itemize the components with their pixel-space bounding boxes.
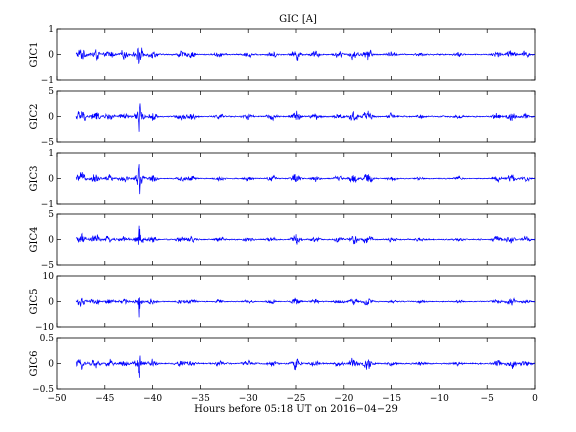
x-tick-label: −15 [382, 394, 401, 404]
x-tick-label: −20 [334, 394, 353, 404]
x-tick-label: −50 [48, 394, 67, 404]
y-axis-label-gic2: GIC2 [29, 104, 40, 130]
series-line-gic3 [75, 164, 536, 195]
x-tick-label: −45 [95, 394, 114, 404]
y-tick-label: 0 [48, 360, 54, 370]
y-tick-label: 0.5 [40, 334, 55, 344]
y-tick-label: −5 [41, 261, 55, 271]
series-line-gic1 [75, 47, 535, 64]
x-tick-label: 0 [532, 394, 538, 404]
panels: 10−1GIC150−5GIC210−1GIC350−5GIC4100−10GI… [29, 25, 536, 395]
panel-gic6: 0.5 0 −0.5 GIC6 [29, 334, 536, 395]
series-line-gic2 [75, 103, 536, 132]
y-axis-label-gic6: GIC6 [29, 351, 40, 377]
y-tick-label: −1 [41, 76, 54, 86]
x-tick-label: −40 [143, 394, 162, 404]
y-tick-label: 1 [48, 25, 54, 35]
y-tick-label: 0 [48, 236, 54, 246]
y-tick-label: −1 [41, 200, 54, 210]
series-line-gic6 [75, 355, 535, 378]
y-tick-label: −5 [41, 138, 55, 148]
chart-title: GIC [A] [279, 14, 317, 25]
x-tick-label: −30 [239, 394, 258, 404]
y-tick-label: 0 [48, 113, 54, 123]
series-line-gic4 [75, 225, 536, 245]
x-tick-label: −10 [430, 394, 449, 404]
y-tick-label: 5 [48, 87, 54, 97]
y-axis-label-gic4: GIC4 [29, 227, 40, 253]
x-tick-label: −5 [481, 394, 495, 404]
panel-gic5: 10 0 −10 GIC5 [29, 272, 536, 333]
y-tick-label: 0 [48, 298, 54, 308]
x-axis: −50 −45 −40 −35 −30 −25 −20 −15 −10 −5 0 [48, 394, 539, 404]
y-tick-label: −10 [35, 323, 54, 333]
y-tick-label: −0.5 [32, 385, 54, 395]
y-axis-label-gic3: GIC3 [29, 166, 40, 192]
y-tick-label: 10 [43, 272, 55, 282]
y-axis-label-gic1: GIC1 [29, 42, 40, 68]
y-tick-label: 5 [48, 210, 54, 220]
series-line-gic5 [75, 297, 536, 318]
y-tick-label: 1 [48, 149, 54, 159]
y-tick-label: 0 [48, 175, 54, 185]
x-tick-label: −25 [287, 394, 306, 404]
y-tick-label: 0 [48, 51, 54, 61]
y-axis-label-gic5: GIC5 [29, 289, 40, 315]
x-tick-label: −35 [191, 394, 210, 404]
x-axis-label: Hours before 05:18 UT on 2016−04−29 [194, 404, 398, 415]
